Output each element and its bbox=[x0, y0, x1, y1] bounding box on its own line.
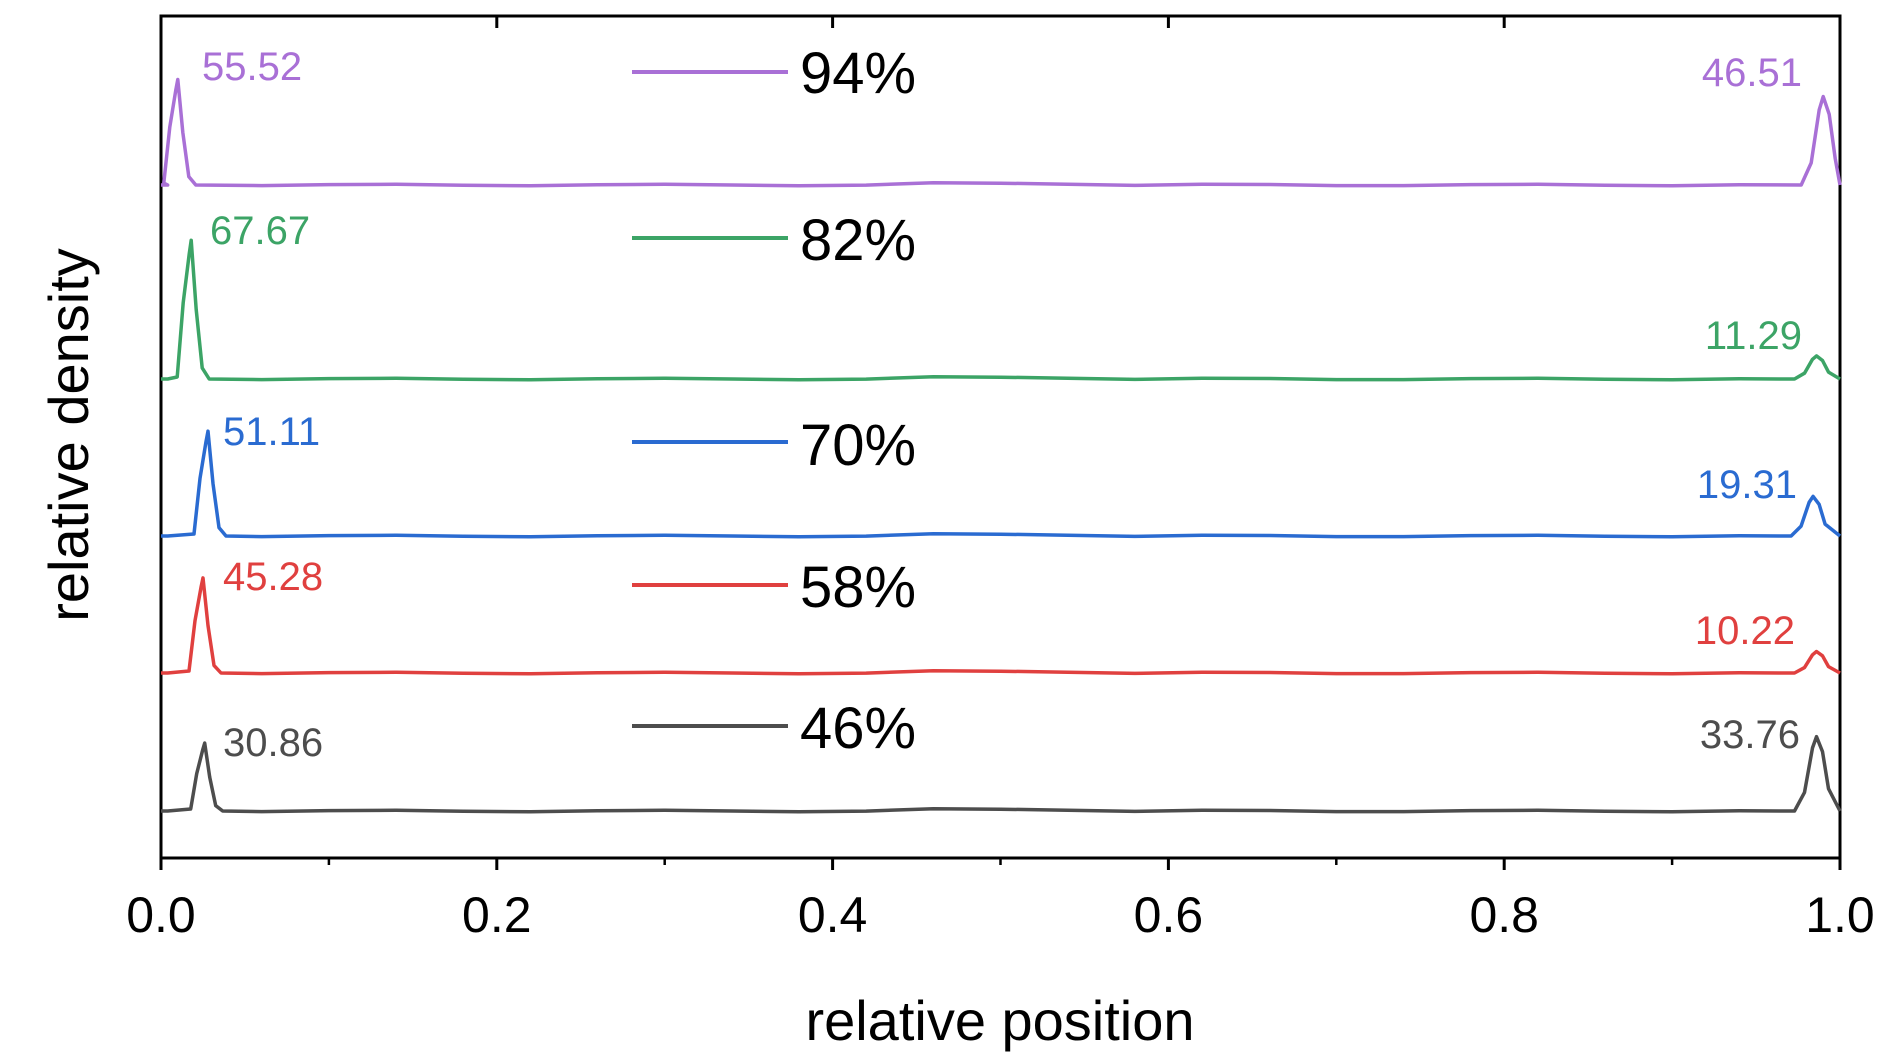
series-line-70pct bbox=[161, 429, 1842, 539]
legend-label: 82% bbox=[800, 208, 916, 273]
x-axis-label: relative position bbox=[805, 989, 1194, 1052]
plot-area-border bbox=[159, 14, 1842, 860]
peak-label-left: 30.86 bbox=[223, 721, 323, 765]
series-line-94pct bbox=[161, 77, 1842, 188]
x-tick-label: 0.0 bbox=[126, 887, 196, 943]
peak-label-right: 19.31 bbox=[1697, 463, 1797, 507]
x-axis-ticks: 0.0 0.2 0.4 0.6 0.8 1.0 bbox=[126, 16, 1875, 943]
peak-label-right: 10.22 bbox=[1695, 609, 1795, 653]
y-axis-label: relative density bbox=[37, 248, 100, 622]
series-line-46pct bbox=[161, 734, 1842, 814]
legend-label: 58% bbox=[800, 555, 916, 620]
series-line-82pct bbox=[161, 238, 1841, 382]
x-tick-label: 0.4 bbox=[798, 887, 868, 943]
peak-label-left: 45.28 bbox=[223, 555, 323, 599]
peak-label-right: 33.76 bbox=[1700, 713, 1800, 757]
peak-label-right: 11.29 bbox=[1705, 314, 1802, 358]
peak-label-left: 55.52 bbox=[202, 45, 302, 89]
peak-label-left: 51.11 bbox=[223, 410, 320, 454]
series-lines bbox=[161, 77, 1842, 814]
plot-frame bbox=[159, 14, 1842, 860]
legend-label: 94% bbox=[800, 41, 916, 106]
peak-labels: 55.52 46.51 67.67 11.29 51.11 19.31 45.28 10.22… bbox=[202, 45, 1802, 765]
x-tick-label: 1.0 bbox=[1805, 887, 1875, 943]
x-tick-label: 0.6 bbox=[1134, 887, 1204, 943]
series-line-58pct bbox=[161, 576, 1841, 676]
legend-label: 70% bbox=[800, 413, 916, 478]
peak-label-left: 67.67 bbox=[210, 209, 310, 253]
x-tick-label: 0.8 bbox=[1469, 887, 1539, 943]
x-tick-label: 0.2 bbox=[462, 887, 532, 943]
legend-label: 46% bbox=[800, 696, 916, 761]
legend: 94% 82% 70% 58% 46% bbox=[632, 41, 916, 761]
peak-label-right: 46.51 bbox=[1702, 51, 1802, 95]
